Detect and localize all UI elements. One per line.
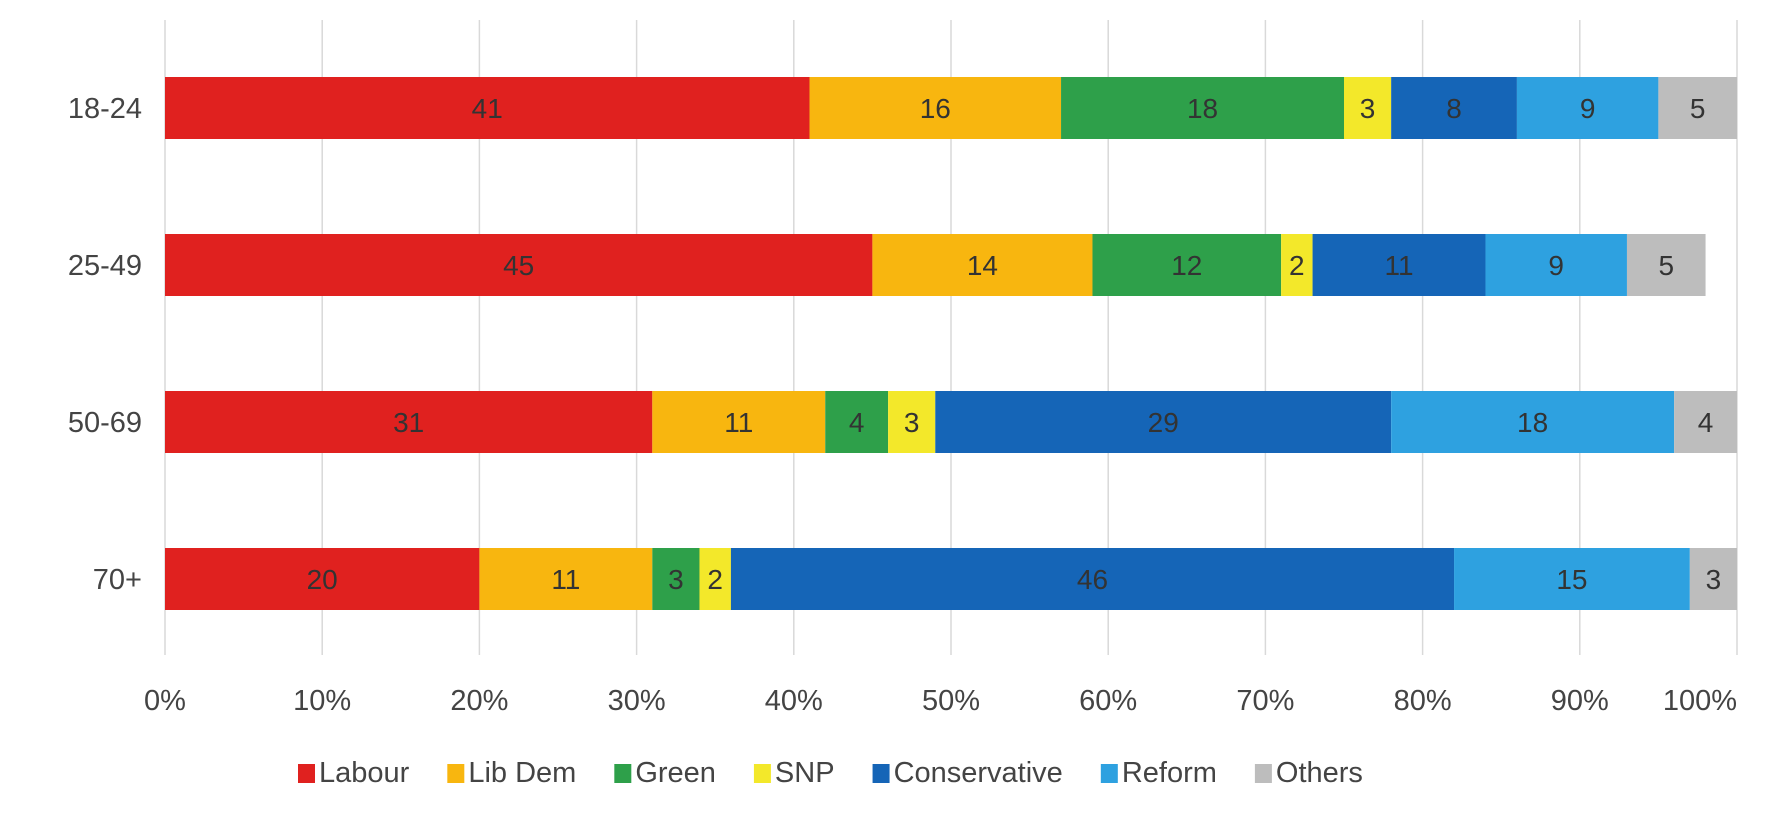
data-label: 3	[1706, 564, 1722, 595]
legend-label: Conservative	[894, 757, 1063, 789]
legend-label: Others	[1276, 757, 1363, 789]
y-category-label: 25-49	[68, 250, 142, 282]
bar-segment	[809, 77, 1062, 139]
x-tick-label: 20%	[450, 685, 508, 717]
y-category-label: 18-24	[68, 93, 142, 125]
bar-segment	[1485, 234, 1627, 296]
data-label: 18	[1517, 407, 1548, 438]
bar-segment	[699, 548, 731, 610]
legend-swatch	[614, 764, 632, 783]
legend-swatch	[753, 764, 771, 783]
data-label: 11	[551, 564, 580, 595]
y-category-label: 50-69	[68, 407, 142, 439]
data-label: 29	[1148, 407, 1179, 438]
data-label: 5	[1658, 250, 1674, 281]
bar-segment	[1626, 234, 1706, 296]
legend-label: Reform	[1122, 757, 1217, 789]
x-tick-label: 30%	[608, 685, 666, 717]
data-label: 12	[1171, 250, 1202, 281]
x-tick-label: 50%	[922, 685, 980, 717]
bar-segment	[652, 391, 826, 453]
bar-segment	[1312, 234, 1486, 296]
legend-label: Lib Dem	[468, 757, 576, 789]
data-label: 15	[1556, 564, 1587, 595]
bar-segment	[165, 77, 810, 139]
data-label: 18	[1187, 93, 1218, 124]
data-label: 3	[1360, 93, 1376, 124]
data-label: 16	[920, 93, 951, 124]
data-label: 2	[707, 564, 723, 595]
y-category-label: 70+	[93, 564, 142, 596]
bar-segment	[1658, 77, 1737, 139]
legend-label: Labour	[319, 757, 410, 789]
data-label: 9	[1580, 93, 1596, 124]
data-label: 14	[967, 250, 998, 281]
bar-segment	[1281, 234, 1313, 296]
bar-segment	[1516, 77, 1659, 139]
data-label: 4	[849, 407, 865, 438]
bar-segment	[1454, 548, 1690, 610]
x-tick-label: 60%	[1079, 685, 1137, 717]
bar-segment	[888, 391, 936, 453]
data-label: 2	[1289, 250, 1305, 281]
bar-segment	[1344, 77, 1392, 139]
legend-swatch	[1254, 764, 1272, 783]
bar-segment	[1061, 77, 1344, 139]
data-label: 3	[668, 564, 684, 595]
legend-label: SNP	[775, 757, 835, 789]
bar-segment	[165, 234, 873, 296]
data-label: 3	[904, 407, 920, 438]
bar-segment	[1391, 77, 1517, 139]
legend-swatch	[298, 764, 315, 783]
data-label: 31	[393, 407, 424, 438]
data-label: 5	[1690, 93, 1706, 124]
x-tick-label: 40%	[765, 685, 823, 717]
legend-swatch	[447, 764, 465, 783]
bar-segment	[1689, 548, 1737, 610]
x-tick-label: 100%	[1663, 685, 1737, 717]
data-label: 46	[1077, 564, 1108, 595]
legend-label: Green	[635, 757, 716, 789]
data-label: 45	[503, 250, 534, 281]
bar-segment	[935, 391, 1392, 453]
bar-segment	[1674, 391, 1737, 453]
bar-segment	[1391, 391, 1675, 453]
bar-segment	[1092, 234, 1282, 296]
data-label: 11	[1384, 250, 1413, 281]
bar-segment	[652, 548, 700, 610]
bar-segment	[479, 548, 653, 610]
data-label: 9	[1548, 250, 1564, 281]
x-tick-label: 0%	[144, 685, 186, 717]
bar-segment	[872, 234, 1093, 296]
legend-swatch	[1100, 764, 1118, 783]
data-label: 41	[472, 93, 503, 124]
bar-segment	[165, 548, 480, 610]
data-label: 8	[1446, 93, 1462, 124]
bar-segment	[730, 548, 1455, 610]
x-tick-label: 10%	[293, 685, 351, 717]
data-label: 11	[724, 407, 753, 438]
legend-swatch	[872, 764, 890, 783]
x-tick-label: 90%	[1551, 685, 1609, 717]
data-label: 20	[307, 564, 338, 595]
bar-segment	[825, 391, 889, 453]
bar-segment	[165, 391, 653, 453]
data-label: 4	[1698, 407, 1714, 438]
x-tick-label: 70%	[1236, 685, 1294, 717]
x-tick-label: 80%	[1394, 685, 1452, 717]
